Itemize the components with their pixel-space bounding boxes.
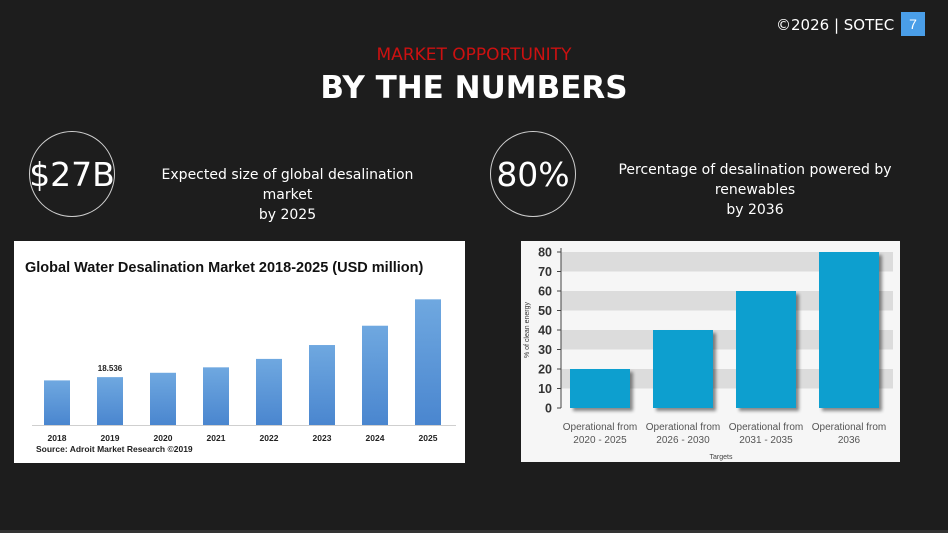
x-tick-label: Operational from (563, 422, 637, 433)
y-axis-title: % of clean energy (524, 301, 531, 358)
stat-circle-renewables: 80% (490, 131, 576, 217)
x-tick-label: 2023 (313, 433, 332, 443)
x-tick-label: 2018 (48, 433, 67, 443)
stat-line: Expected size of global desalination mar… (161, 167, 414, 203)
bottom-divider (0, 530, 948, 533)
x-tick-label: 2036 (838, 435, 861, 446)
y-tick-label: 40 (538, 324, 552, 338)
page-title: BY THE NUMBERS (320, 70, 628, 106)
copyright-text: ©2026 | SOTEC (776, 16, 895, 34)
desalination-market-chart: Global Water Desalination Market 2018-20… (14, 241, 465, 463)
bar-2020 (150, 372, 176, 425)
chart-title: Global Water Desalination Market 2018-20… (25, 260, 423, 276)
y-tick-label: 70 (538, 265, 552, 279)
x-tick-label: Operational from (812, 422, 886, 433)
bar-2022 (256, 358, 282, 425)
x-axis-title: Targets (710, 454, 733, 461)
stat-circle-market-size: $27B (29, 131, 115, 217)
y-tick-label: 80 (538, 246, 552, 260)
data-label: 18.536 (98, 364, 123, 373)
y-tick-label: 50 (538, 304, 552, 318)
x-tick-label: Operational from (646, 422, 720, 433)
x-tick-label: 2020 (154, 433, 173, 443)
bar-2018 (44, 380, 70, 425)
x-tick-label: 2024 (366, 433, 385, 443)
bar-target-4 (819, 252, 879, 408)
stat-description-market-size: Expected size of global desalination mar… (140, 165, 435, 225)
stat-line: Percentage of desalination powered by re… (618, 162, 892, 198)
section-eyebrow: MARKET OPPORTUNITY (376, 45, 572, 65)
clean-energy-chart: 0 10 20 30 40 50 60 70 80 % of clean energy Operat… (521, 241, 900, 462)
y-tick-label: 60 (538, 285, 552, 299)
y-tick-label: 30 (538, 343, 552, 357)
bar-2024 (362, 325, 388, 425)
stat-description-renewables: Percentage of desalination powered by re… (586, 160, 924, 220)
grid-band (561, 330, 893, 350)
grid-band (561, 252, 893, 272)
x-tick-label: 2026 - 2030 (656, 435, 710, 446)
bar-2023 (309, 345, 335, 425)
y-tick-label: 20 (538, 363, 552, 377)
grid-band (561, 369, 893, 389)
bar-target-3 (736, 291, 796, 408)
market-bar-chart: Global Water Desalination Market 2018-20… (25, 260, 456, 454)
x-tick-label: 2019 (101, 433, 120, 443)
bar-2025 (415, 299, 441, 425)
x-tick-label: Operational from (729, 422, 803, 433)
bar-2019 (97, 377, 123, 425)
x-tick-label: 2031 - 2035 (739, 435, 793, 446)
bar-target-2 (653, 330, 713, 408)
stat-line: by 2025 (258, 207, 317, 223)
clean-energy-bar-chart: 0 10 20 30 40 50 60 70 80 % of clean energy Operat… (524, 246, 893, 461)
x-tick-label: 2022 (260, 433, 279, 443)
chart-source: Source: Adroit Market Research ©2019 (36, 444, 193, 454)
y-tick-label: 10 (538, 382, 552, 396)
page-number-badge: 7 (901, 12, 925, 36)
bar-target-1 (570, 369, 630, 408)
stat-line: by 2036 (726, 202, 784, 218)
bar-2021 (203, 367, 229, 425)
grid-band (561, 291, 893, 311)
x-tick-label: 2025 (419, 433, 438, 443)
y-tick-label: 0 (545, 402, 552, 416)
x-tick-label: 2020 - 2025 (573, 435, 627, 446)
x-tick-label: 2021 (207, 433, 226, 443)
